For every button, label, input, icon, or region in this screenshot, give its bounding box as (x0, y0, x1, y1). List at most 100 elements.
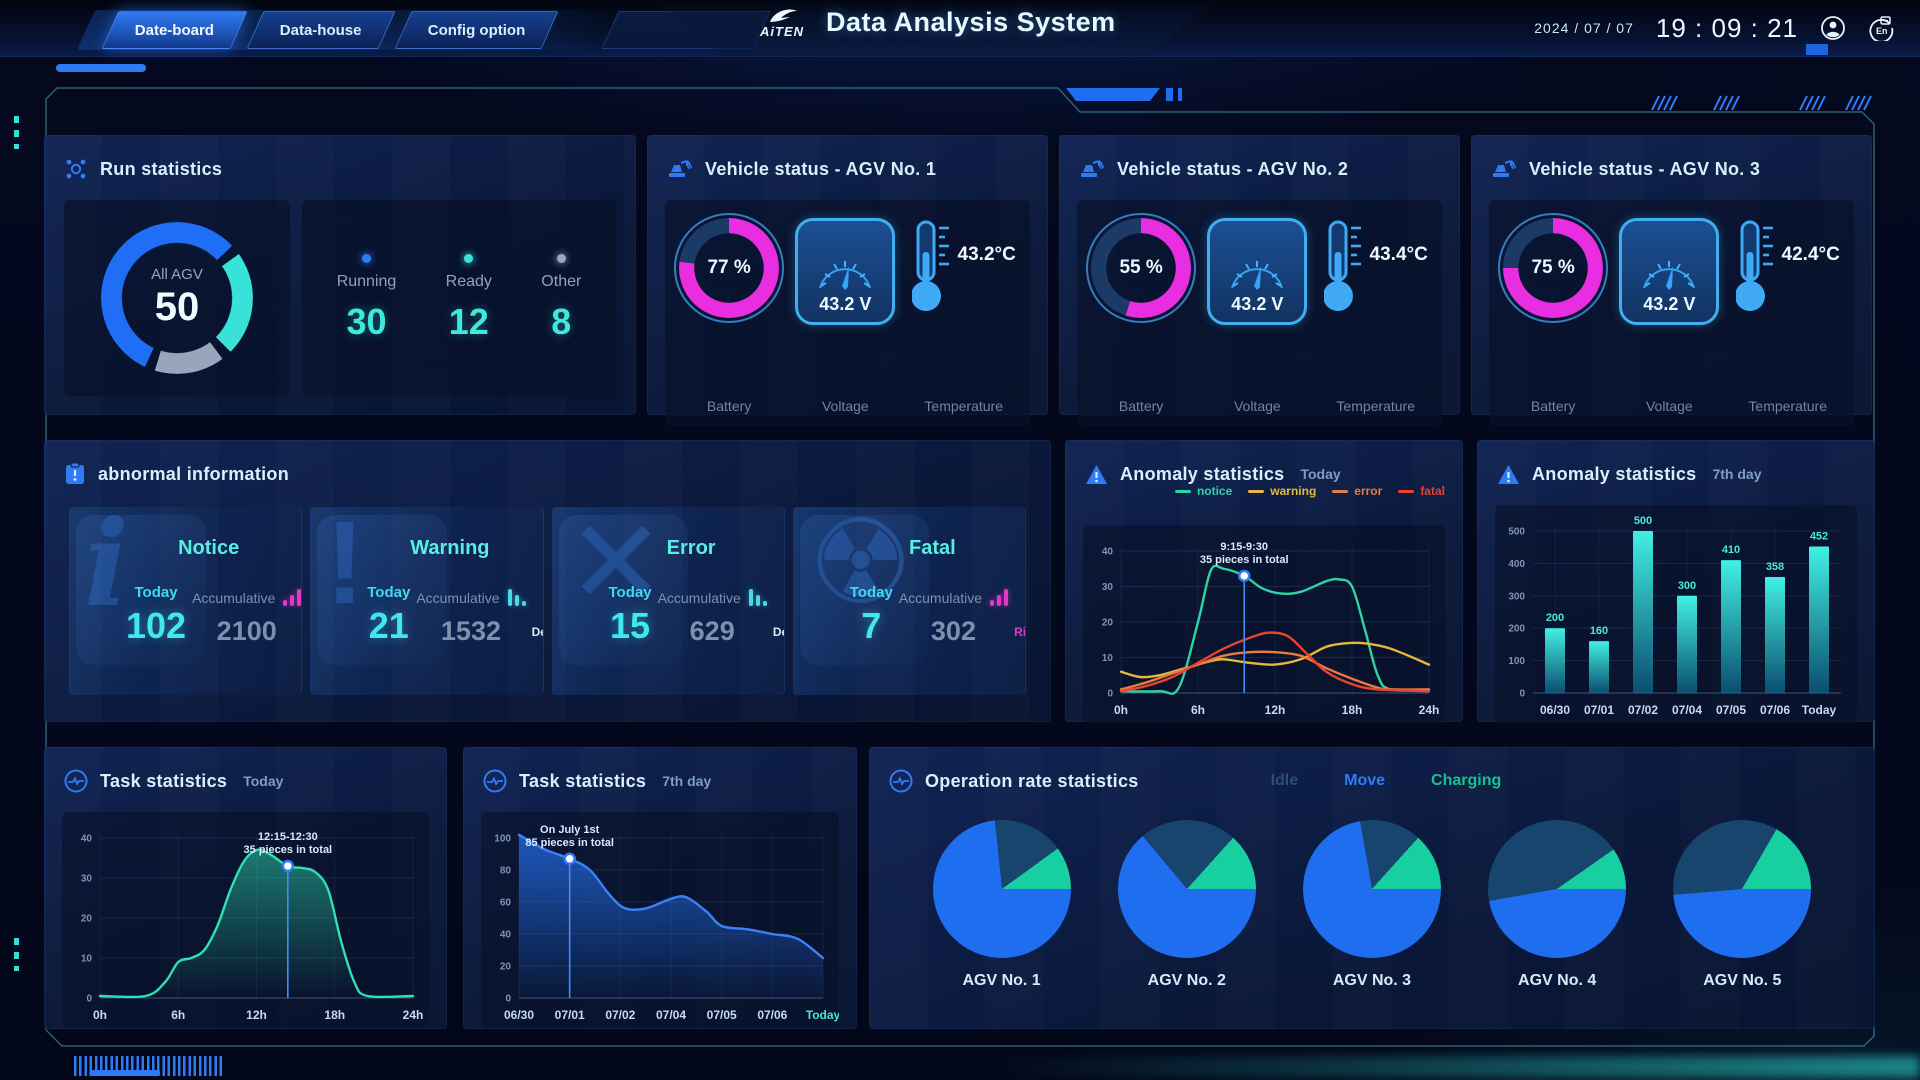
battery-value: 55 % (1119, 257, 1163, 278)
temperature-value: 43.4°C (1369, 244, 1428, 265)
tab-data-house[interactable]: Data-house (246, 11, 396, 49)
temperature-label: Temperature (1336, 398, 1415, 414)
svg-text:200: 200 (1508, 624, 1525, 635)
svg-text:300: 300 (1678, 580, 1696, 592)
accumulative-value: 2100 (216, 616, 277, 646)
svg-text:9:15-9:30: 9:15-9:30 (1220, 541, 1268, 553)
svg-text:500: 500 (1634, 515, 1652, 527)
forklift-icon (1493, 160, 1516, 177)
abnormal-card-notice: i Notice Today 102 Accumulative 2100 Ris… (70, 507, 302, 695)
temperature-label: Temperature (924, 398, 1003, 414)
voltage-label: Voltage (1233, 398, 1281, 414)
operation-rate-icon (889, 769, 913, 793)
pie-chart (932, 820, 1071, 958)
svg-text:07/06: 07/06 (1760, 703, 1790, 717)
panel-title: Task statistics (100, 770, 228, 791)
forklift-icon (1081, 160, 1104, 177)
thermometer-icon (1735, 220, 1773, 311)
today-value: 7 (861, 605, 882, 646)
panel-vehicle-status-agv3: Vehicle status - AGV No. 3 75 % Battery (1471, 135, 1872, 426)
panel-task-statistics-week: Task statistics 7th day 0 20 40 60 80 100 06/3… (463, 747, 857, 1029)
page-title: Data Analysis System (826, 6, 1116, 37)
svg-text:400: 400 (1508, 559, 1525, 570)
operation-legend: Idle Move Charging (1271, 772, 1502, 790)
language-toggle-icon[interactable]: En (1868, 15, 1894, 41)
battery-label: Battery (1530, 398, 1576, 414)
legend-notice[interactable]: notice (1174, 484, 1232, 498)
svg-text:0: 0 (505, 994, 511, 1005)
today-value: 102 (126, 605, 187, 646)
today-label: Today (367, 584, 411, 601)
svg-text:On July 1st: On July 1st (540, 824, 600, 836)
temperature-gauge: 43.2°C Temperature (911, 218, 1016, 414)
card-title: Warning (410, 537, 490, 559)
panel-title: Operation rate statistics (925, 770, 1139, 791)
svg-text:85 pieces in total: 85 pieces in total (525, 837, 614, 849)
panel-title: Anomaly statistics (1120, 463, 1285, 484)
svg-text:En: En (1876, 26, 1888, 36)
temperature-label: Temperature (1748, 398, 1827, 414)
dial-icon (1231, 261, 1284, 290)
warning-triangle-icon (1086, 464, 1107, 484)
legend-fatal[interactable]: fatal (1398, 484, 1445, 498)
warning-triangle-icon (1498, 464, 1519, 484)
svg-text:07/02: 07/02 (605, 1008, 635, 1022)
legend-warning[interactable]: warning (1248, 484, 1316, 498)
card-title: Error (666, 537, 716, 559)
svg-text:07/05: 07/05 (707, 1008, 737, 1022)
svg-text:60: 60 (500, 898, 512, 909)
legend-error[interactable]: error (1332, 484, 1382, 498)
warning-watermark-icon: ! (325, 507, 365, 629)
temperature-value: 43.2°C (957, 244, 1016, 265)
svg-text:24h: 24h (1419, 703, 1440, 717)
panel-title: Vehicle status - AGV No. 2 (1117, 158, 1349, 179)
legend-idle[interactable]: Idle (1270, 772, 1299, 789)
panel-operation-rate: Operation rate statistics Idle Move Char… (869, 747, 1875, 1029)
bottom-bar-decoration (90, 1070, 160, 1076)
pie-agv-5: AGV No. 5 (1673, 820, 1812, 990)
accumulative-label: Accumulative (416, 590, 500, 606)
logo: AiTEN (760, 6, 804, 38)
panel-vehicle-status-agv2: Vehicle status - AGV No. 2 55 % Battery (1059, 135, 1460, 426)
voltage-gauge: 43.2 V Voltage (795, 218, 896, 414)
panel-subtitle: 7th day (662, 773, 712, 789)
svg-text:35 pieces in total: 35 pieces in total (243, 844, 332, 856)
svg-text:6h: 6h (171, 1008, 185, 1022)
panel-subtitle: Today (1300, 466, 1341, 482)
voltage-label: Voltage (1645, 398, 1693, 414)
pie-label: AGV No. 3 (1332, 972, 1412, 989)
svg-text:6h: 6h (1191, 703, 1205, 717)
svg-text:500: 500 (1508, 527, 1525, 538)
anomaly-today-chart: 0 10 20 30 40 0h 6h 12h 18h 24h 9:15-9:30 35 pieces… (1083, 525, 1445, 723)
anomaly-legend: notice warning error fatal (1174, 484, 1445, 498)
today-value: 15 (610, 605, 651, 646)
stat-label: Other (541, 272, 582, 290)
forklift-icon (669, 160, 692, 177)
legend-move[interactable]: Move (1344, 772, 1386, 789)
battery-gauge: 75 % Battery (1498, 213, 1609, 414)
svg-text:40: 40 (500, 930, 512, 941)
pie-agv-3: AGV No. 3 (1302, 820, 1441, 990)
svg-text:12h: 12h (1265, 703, 1286, 717)
pie-agv-2: AGV No. 2 (1117, 820, 1256, 990)
svg-text:40: 40 (81, 834, 93, 845)
user-icon[interactable] (1820, 15, 1846, 41)
tab-config-option[interactable]: Config option (394, 11, 559, 49)
svg-text:35 pieces in total: 35 pieces in total (1200, 554, 1289, 566)
task-today-chart: 0 10 20 30 40 0h 6h 12h 18h 24h 12:15-12:30 35 piec… (62, 812, 429, 1028)
tab-date-board[interactable]: Date-board (101, 11, 248, 49)
legend-charging[interactable]: Charging (1431, 772, 1502, 789)
svg-text:100: 100 (494, 834, 511, 845)
svg-text:07/06: 07/06 (757, 1008, 787, 1022)
panel-title: Vehicle status - AGV No. 3 (1529, 158, 1761, 179)
voltage-gauge: 43.2 V Voltage (1619, 218, 1720, 414)
svg-text:10: 10 (81, 954, 93, 965)
svg-text:07/05: 07/05 (1716, 703, 1746, 717)
svg-text:06/30: 06/30 (504, 1008, 534, 1022)
trend-label: Rise (1014, 625, 1025, 639)
run-statistics-icon (66, 159, 86, 179)
pie-chart (1673, 820, 1812, 958)
trend-bars-icon (283, 588, 302, 606)
voltage-value: 43.2 V (819, 294, 872, 314)
trend-bars-icon (748, 588, 767, 606)
